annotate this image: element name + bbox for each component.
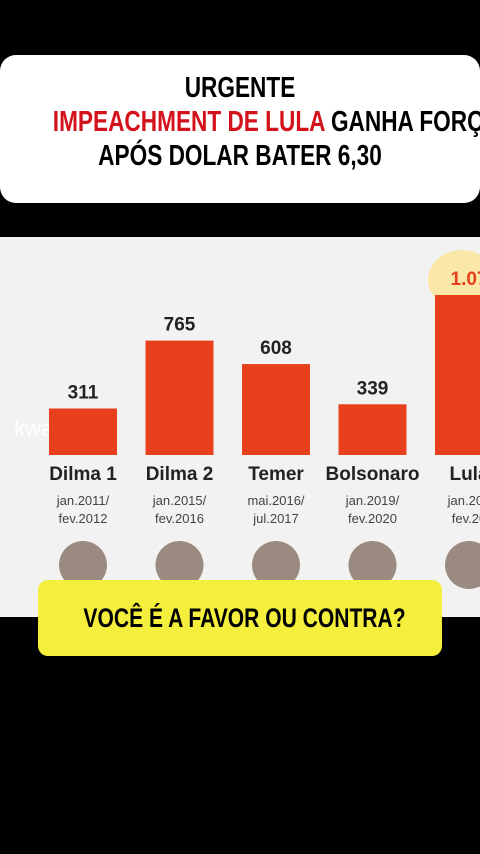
headline-red: IMPEACHMENT DE LULA — [52, 106, 325, 138]
highlight — [428, 250, 480, 310]
value-label: 608 — [260, 338, 292, 359]
headline-line: URGENTE — [184, 72, 296, 104]
value-label: 311 — [68, 382, 99, 403]
period-label: fev.2016 — [155, 511, 204, 526]
period-label: jan.202 — [447, 493, 480, 508]
category-label: Dilma 2 — [146, 464, 214, 485]
category-label: Dilma 1 — [49, 464, 117, 485]
headline-rest: GANHA FORÇA — [330, 106, 480, 138]
period-label: fev.20 — [452, 511, 480, 526]
category-label: Temer — [248, 464, 304, 485]
bar — [242, 364, 310, 455]
period-label: jan.2011/ — [56, 493, 110, 508]
value-label: 1.07 — [451, 269, 480, 290]
portrait — [59, 541, 107, 589]
portrait — [155, 541, 204, 589]
question: VOCÊ É A FAVOR OU CONTRA? — [83, 603, 406, 633]
bar — [145, 340, 214, 455]
period-label: fev.2012 — [59, 511, 108, 526]
bar — [338, 404, 407, 455]
period-label: jan.2015/ — [152, 493, 207, 508]
category-label: Lula — [449, 464, 480, 485]
portrait — [445, 541, 480, 589]
period-label: fev.2020 — [348, 511, 397, 526]
period-label: mai.2016/ — [247, 493, 304, 508]
period-label: jan.2019/ — [345, 493, 400, 508]
headline: URGENTE IMPEACHMENT DE LULA GANHA FORÇA … — [0, 55, 480, 203]
period-label: jul.2017 — [252, 511, 299, 526]
value-label: 765 — [164, 315, 196, 336]
portrait — [252, 541, 300, 589]
headline-line: IMPEACHMENT DE LULA GANHA FORÇA — [52, 105, 480, 139]
bar — [49, 408, 117, 455]
bar — [435, 295, 480, 455]
value-label: 339 — [357, 378, 389, 399]
question-box: VOCÊ É A FAVOR OU CONTRA? — [38, 580, 442, 656]
headline-line: APÓS DOLAR BATER 6,30 — [98, 140, 382, 172]
portrait — [348, 541, 397, 589]
category-label: Bolsonaro — [326, 464, 420, 485]
